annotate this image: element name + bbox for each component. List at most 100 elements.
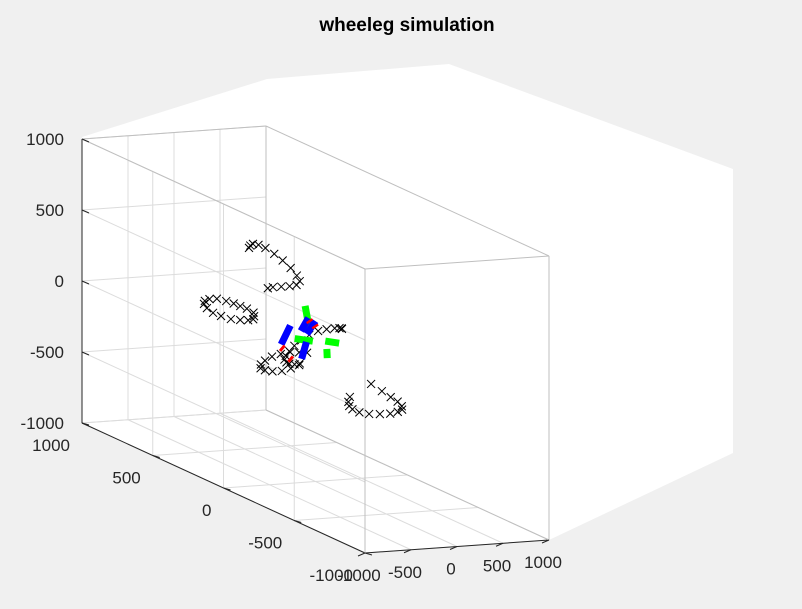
x-marker	[208, 308, 218, 318]
z-tick-mark	[81, 351, 90, 356]
z-tick-label: 1000	[26, 130, 64, 149]
x-tick-label: 500	[483, 556, 511, 575]
grid-line	[81, 409, 267, 424]
leg-segment	[278, 344, 286, 352]
x-tick-label: -1000	[337, 566, 380, 585]
x-marker	[205, 294, 214, 304]
x-marker	[386, 392, 396, 402]
grid-line	[81, 267, 267, 282]
leg-segment	[324, 337, 340, 347]
x-marker	[248, 239, 258, 249]
x-marker	[366, 379, 376, 389]
x-marker	[243, 315, 253, 325]
z-tick-mark	[81, 280, 90, 285]
grid-line	[81, 280, 366, 412]
y-tick-mark	[294, 520, 302, 523]
x-marker	[235, 315, 245, 325]
x-marker	[268, 367, 277, 376]
x-marker	[285, 347, 295, 357]
x-tick-mark	[541, 539, 550, 544]
x-marker	[242, 304, 252, 313]
axes-box	[81, 125, 550, 557]
axes-background	[82, 64, 733, 553]
z-tick-label: -1000	[21, 414, 64, 433]
x-marker	[397, 405, 407, 415]
x-marker	[261, 243, 270, 253]
x-marker	[345, 392, 355, 402]
x-marker	[337, 324, 347, 334]
grid-line	[219, 412, 504, 544]
x-marker	[375, 409, 385, 419]
x-marker	[294, 360, 304, 370]
x-marker	[263, 283, 273, 293]
y-tick-label: -500	[248, 534, 282, 553]
y-tick-mark	[152, 455, 160, 458]
x-marker	[235, 301, 245, 311]
leg-segment	[306, 318, 314, 325]
x-marker	[397, 401, 407, 411]
x-marker	[260, 356, 270, 365]
x-marker	[292, 280, 301, 290]
z-tick-mark	[81, 209, 90, 214]
x-marker	[286, 364, 296, 373]
x-tick-mark	[449, 546, 458, 550]
x-marker	[267, 352, 277, 361]
box-edge	[265, 409, 550, 541]
leg-segment	[287, 355, 295, 363]
x-marker	[295, 359, 305, 368]
x-marker	[216, 311, 226, 321]
x-marker	[322, 324, 331, 334]
x-marker	[344, 397, 353, 407]
leg-segment	[294, 335, 314, 345]
x-marker	[364, 409, 374, 419]
y-tick-mark	[223, 487, 231, 491]
y-tick-label: 500	[112, 469, 140, 488]
x-marker	[393, 407, 403, 417]
box-edge	[265, 125, 550, 257]
x-marker	[276, 282, 286, 292]
leg-segment	[298, 340, 310, 360]
x-marker	[278, 256, 288, 265]
leg-segment	[278, 323, 294, 346]
z-tick-label: 500	[36, 201, 64, 220]
y-tick-label: -1000	[310, 566, 353, 585]
leg-segment	[297, 316, 312, 333]
x-marker	[292, 271, 302, 280]
leg-segment	[303, 319, 319, 336]
x-marker	[226, 314, 236, 324]
x-marker	[355, 408, 364, 417]
y-tick-mark	[364, 552, 373, 556]
box-edge	[81, 138, 366, 270]
tick-labels: -1000 -500 0 500 1000-1000-50005001000-1000-…	[21, 130, 562, 585]
leg-segments	[278, 305, 340, 363]
x-marker	[256, 363, 265, 373]
grid-line	[223, 474, 408, 489]
x-marker	[313, 326, 323, 336]
box-edge	[81, 125, 267, 140]
x-marker	[260, 365, 270, 375]
box-edge	[364, 255, 550, 270]
x-tick-mark	[403, 549, 412, 554]
x-marker	[245, 241, 255, 250]
x-tick-label: 1000	[524, 553, 562, 572]
x-marker	[249, 308, 258, 317]
x-tick-mark	[495, 542, 504, 547]
y-tick-label: 0	[202, 501, 211, 520]
x-tick-label: -500	[388, 563, 422, 582]
z-tick-label: 0	[55, 272, 64, 291]
x-marker	[199, 299, 209, 309]
x-marker	[202, 303, 212, 313]
x-marker	[330, 323, 340, 333]
x-marker	[285, 281, 294, 291]
x-marker	[385, 409, 395, 418]
leg-segment	[311, 323, 319, 330]
x-marker	[221, 296, 231, 306]
z-tick-mark	[81, 138, 90, 143]
x-marker	[277, 366, 287, 376]
grid-line	[152, 442, 337, 456]
z-tick-mark	[81, 422, 90, 427]
x-marker	[268, 282, 278, 292]
x-marker	[249, 311, 259, 321]
